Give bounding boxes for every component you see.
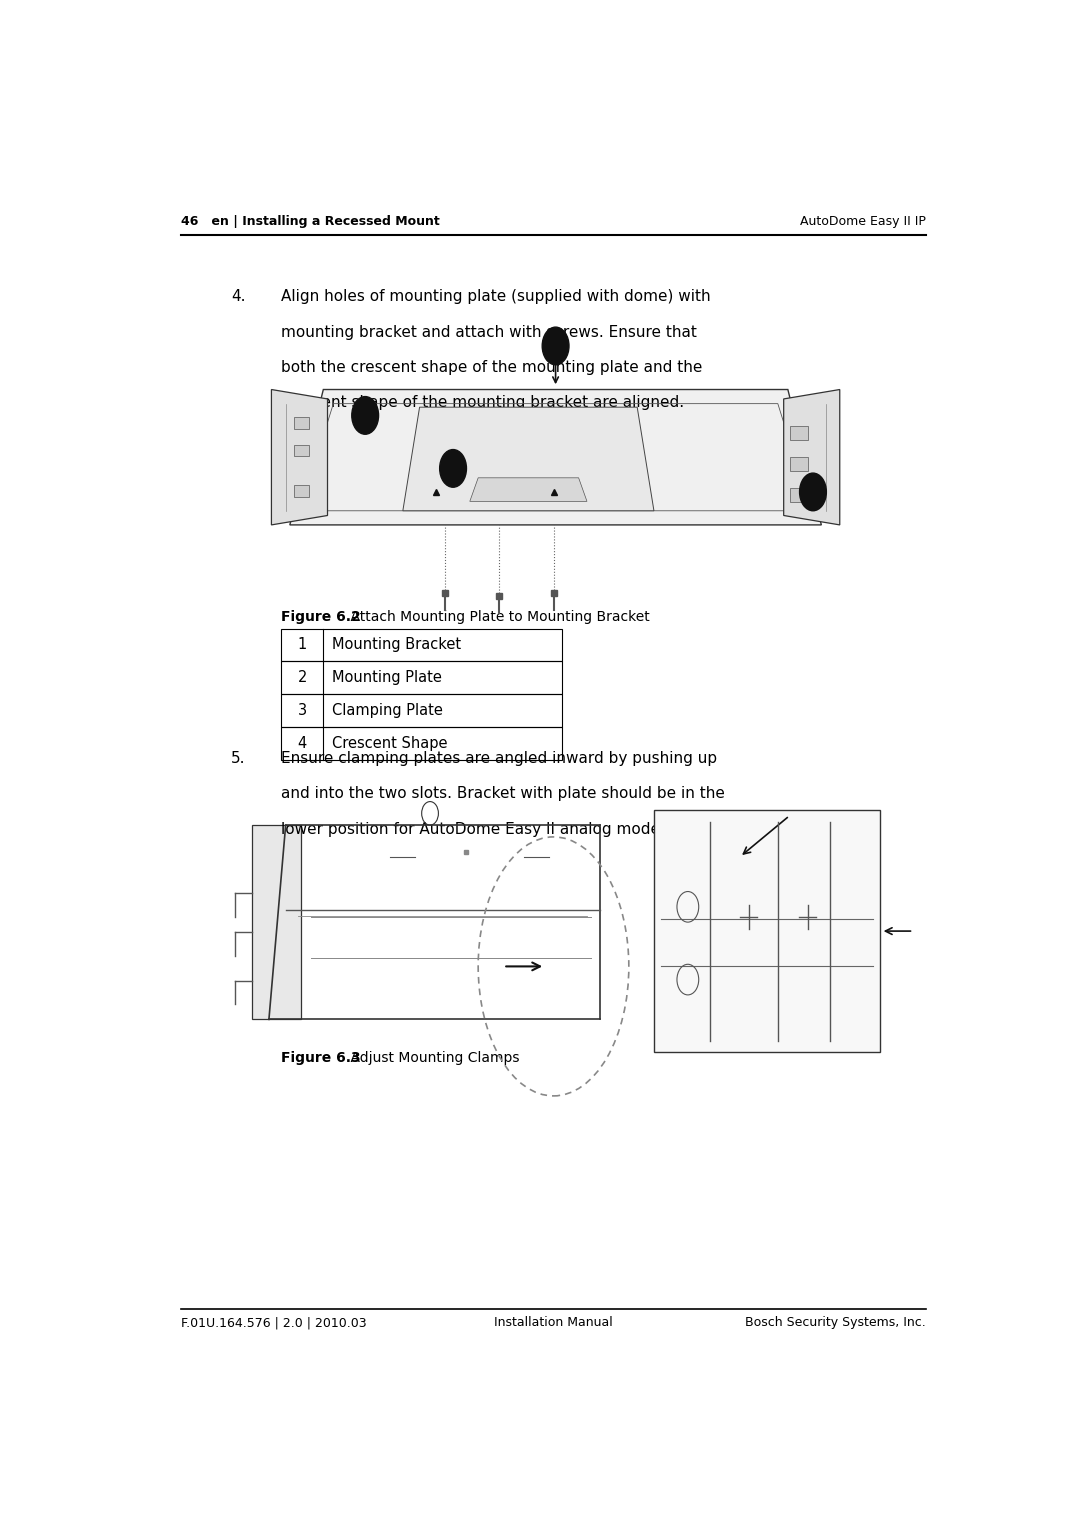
Text: Clamping Plate: Clamping Plate [332, 703, 443, 719]
Text: 3: 3 [298, 703, 307, 719]
Text: 5.: 5. [231, 751, 246, 766]
Bar [282, 694, 562, 728]
Bar [282, 662, 562, 694]
Circle shape [440, 450, 467, 488]
Text: Adjust Mounting Clamps: Adjust Mounting Clamps [334, 1050, 519, 1066]
Text: Figure 6.2: Figure 6.2 [282, 610, 361, 624]
Text: 2: 2 [298, 670, 307, 685]
Polygon shape [784, 390, 840, 524]
Text: AutoDome Easy II IP: AutoDome Easy II IP [800, 214, 926, 228]
Text: Align holes of mounting plate (supplied with dome) with: Align holes of mounting plate (supplied … [282, 289, 711, 304]
Text: Figure 6.3: Figure 6.3 [282, 1050, 361, 1066]
Text: Installation Manual: Installation Manual [495, 1316, 612, 1329]
Bar [282, 728, 562, 760]
Bar [789, 457, 808, 471]
Text: lower position for AutoDome Easy II analog models.: lower position for AutoDome Easy II anal… [282, 821, 677, 836]
Text: both the crescent shape of the mounting plate and the: both the crescent shape of the mounting … [282, 359, 703, 375]
Text: 2: 2 [449, 462, 457, 476]
Text: 1: 1 [298, 638, 307, 653]
Bar [789, 488, 808, 502]
Bar [294, 445, 309, 456]
Text: 1: 1 [361, 408, 369, 422]
Text: Bosch Security Systems, Inc.: Bosch Security Systems, Inc. [745, 1316, 926, 1329]
Polygon shape [289, 390, 821, 524]
Polygon shape [403, 407, 653, 511]
Bar [294, 417, 309, 430]
Circle shape [799, 472, 826, 511]
Text: crescent shape of the mounting bracket are aligned.: crescent shape of the mounting bracket a… [282, 396, 685, 410]
Text: F.01U.164.576 | 2.0 | 2010.03: F.01U.164.576 | 2.0 | 2010.03 [181, 1316, 366, 1329]
Polygon shape [470, 477, 588, 502]
Bar [253, 826, 300, 1020]
Text: Mounting Bracket: Mounting Bracket [332, 638, 461, 653]
Text: 4: 4 [552, 339, 559, 353]
Bar [282, 628, 562, 662]
Bar [653, 810, 880, 1052]
Text: 4: 4 [298, 737, 307, 751]
Text: 3: 3 [809, 485, 818, 498]
Text: and into the two slots. Bracket with plate should be in the: and into the two slots. Bracket with pla… [282, 786, 726, 801]
Bar [294, 485, 309, 497]
Circle shape [352, 396, 379, 434]
Text: Ensure clamping plates are angled inward by pushing up: Ensure clamping plates are angled inward… [282, 751, 717, 766]
Text: Attach Mounting Plate to Mounting Bracket: Attach Mounting Plate to Mounting Bracke… [334, 610, 650, 624]
Circle shape [542, 327, 569, 365]
Text: Crescent Shape: Crescent Shape [332, 737, 447, 751]
Text: 4.: 4. [231, 289, 246, 304]
Text: mounting bracket and attach with screws. Ensure that: mounting bracket and attach with screws.… [282, 324, 698, 339]
Polygon shape [271, 390, 327, 524]
Text: 46   en | Installing a Recessed Mount: 46 en | Installing a Recessed Mount [181, 214, 440, 228]
Text: Mounting Plate: Mounting Plate [332, 670, 442, 685]
Bar [789, 425, 808, 440]
